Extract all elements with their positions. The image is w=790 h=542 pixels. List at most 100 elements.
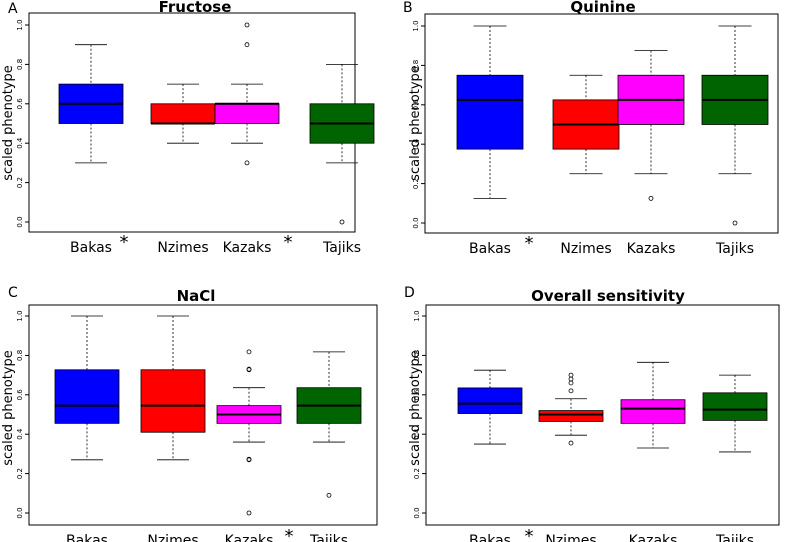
y-tick-label: 1.0 [413, 310, 421, 321]
box-bakas [54, 315, 120, 461]
y-tick-label: 1.0 [16, 19, 24, 30]
panel-fructose: A Fructose scaled phenotype 0.0 0.2 0.4 0.6 0.8… [1, 0, 375, 256]
box-body [456, 74, 524, 150]
y-tick-label: 0.8 [16, 350, 24, 361]
outlier-point [732, 220, 738, 226]
panel-letter: C [8, 285, 18, 301]
box-nzimes [140, 315, 206, 461]
x-tick-label: Tajiks [309, 533, 348, 542]
plot-frame [424, 13, 779, 234]
panel-letter: D [404, 285, 415, 301]
y-tick-label: 0.2 [16, 468, 24, 479]
outlier-point [246, 349, 252, 355]
y-tick-label: 0.0 [16, 507, 24, 518]
box-bakas [457, 369, 523, 445]
outlier-point [326, 492, 332, 498]
box-nzimes [538, 372, 604, 446]
y-tick-label: 0.4 [16, 137, 24, 149]
y-tick-label: 0.2 [412, 178, 420, 189]
plot-frame [28, 304, 378, 526]
y-tick-label: 0.2 [16, 177, 24, 188]
box-bakas [58, 44, 124, 164]
x-tick-label: Bakas [469, 241, 511, 257]
y-tick-label: 0.8 [16, 59, 24, 70]
x-tick-label: Bakas [66, 533, 108, 542]
box-tajiks [309, 64, 375, 225]
y-tick-label: 0.6 [413, 389, 421, 401]
y-tick-label: 0.2 [413, 468, 421, 479]
y-tick-label: 0.4 [413, 428, 421, 440]
box-kazaks [617, 50, 685, 201]
significance-star: * [525, 233, 534, 254]
outlier-point [244, 22, 250, 28]
x-tick-label: Bakas [70, 240, 112, 256]
panel-nacl: C NaCl scaled phenotype 0.0 0.2 0.4 0.6 0.8 1.0 B… [1, 285, 378, 542]
y-tick-label: 0.6 [16, 98, 24, 110]
significance-star: * [285, 526, 294, 542]
y-tick-label: 0.0 [412, 217, 420, 228]
x-tick-label: Bakas [469, 533, 511, 542]
y-tick-label: 0.6 [16, 389, 24, 401]
box-body [214, 103, 280, 124]
y-axis-label: scaled phenotype [408, 65, 423, 181]
chart-title: Overall sensitivity [531, 287, 685, 305]
chart-title: NaCl [177, 287, 216, 305]
outlier-point [568, 376, 574, 382]
x-tick-label: Nzimes [560, 241, 611, 257]
box-bakas [456, 25, 524, 199]
y-axis-label: scaled phenotype [408, 350, 423, 466]
x-tick-label: Tajiks [715, 241, 754, 257]
significance-star: * [120, 232, 129, 253]
panel-letter: B [403, 0, 413, 16]
outlier-point [246, 366, 252, 372]
x-tick-label: Nzimes [147, 533, 198, 542]
significance-star: * [525, 526, 534, 542]
box-kazaks [216, 349, 282, 516]
x-tick-label: Kazaks [627, 241, 676, 257]
outlier-point [568, 380, 574, 386]
box-body [150, 103, 216, 124]
outlier-point [244, 160, 250, 166]
x-tick-label: Nzimes [545, 533, 596, 542]
box-tajiks [702, 374, 768, 453]
x-tick-label: Kazaks [223, 240, 272, 256]
outlier-point [568, 440, 574, 446]
box-tajiks [296, 351, 362, 498]
y-tick-label: 0.8 [413, 350, 421, 361]
y-tick-label: 0.4 [16, 428, 24, 440]
box-body [702, 392, 768, 421]
outlier-point [246, 456, 252, 462]
panel-overall-sensitivity: D Overall sensitivity scaled phenotype 0.0 0… [404, 285, 780, 542]
outlier-point [568, 388, 574, 394]
y-tick-label: 0.6 [412, 99, 420, 111]
x-tick-label: Kazaks [629, 533, 678, 542]
x-tick-label: Nzimes [157, 240, 208, 256]
y-tick-label: 0.0 [413, 507, 421, 518]
outlier-point [246, 510, 252, 516]
box-body [457, 387, 523, 414]
y-axis-label: scaled phenotype [1, 350, 16, 466]
y-tick-label: 1.0 [412, 20, 420, 31]
outlier-point [568, 372, 574, 378]
panel-letter: A [8, 1, 18, 17]
outlier-point [244, 42, 250, 48]
box-kazaks [214, 22, 280, 166]
outlier-point [339, 219, 345, 225]
box-body [54, 369, 120, 424]
y-tick-label: 0.0 [16, 216, 24, 227]
y-axis-label: scaled phenotype [1, 65, 16, 181]
chart-title: Quinine [570, 0, 635, 16]
outlier-point [648, 195, 654, 201]
box-tajiks [701, 25, 769, 226]
box-body [140, 369, 206, 433]
box-body [538, 410, 604, 422]
box-nzimes [552, 74, 620, 175]
x-tick-label: Kazaks [225, 533, 274, 542]
y-tick-label: 0.4 [412, 138, 420, 150]
box-nzimes [150, 83, 216, 144]
box-kazaks [620, 361, 686, 449]
box-body [620, 399, 686, 424]
panel-quinine: B Quinine scaled phenotype 0.0 0.2 0.4 0.6 0.8 1… [403, 0, 779, 257]
x-tick-label: Tajiks [715, 533, 754, 542]
